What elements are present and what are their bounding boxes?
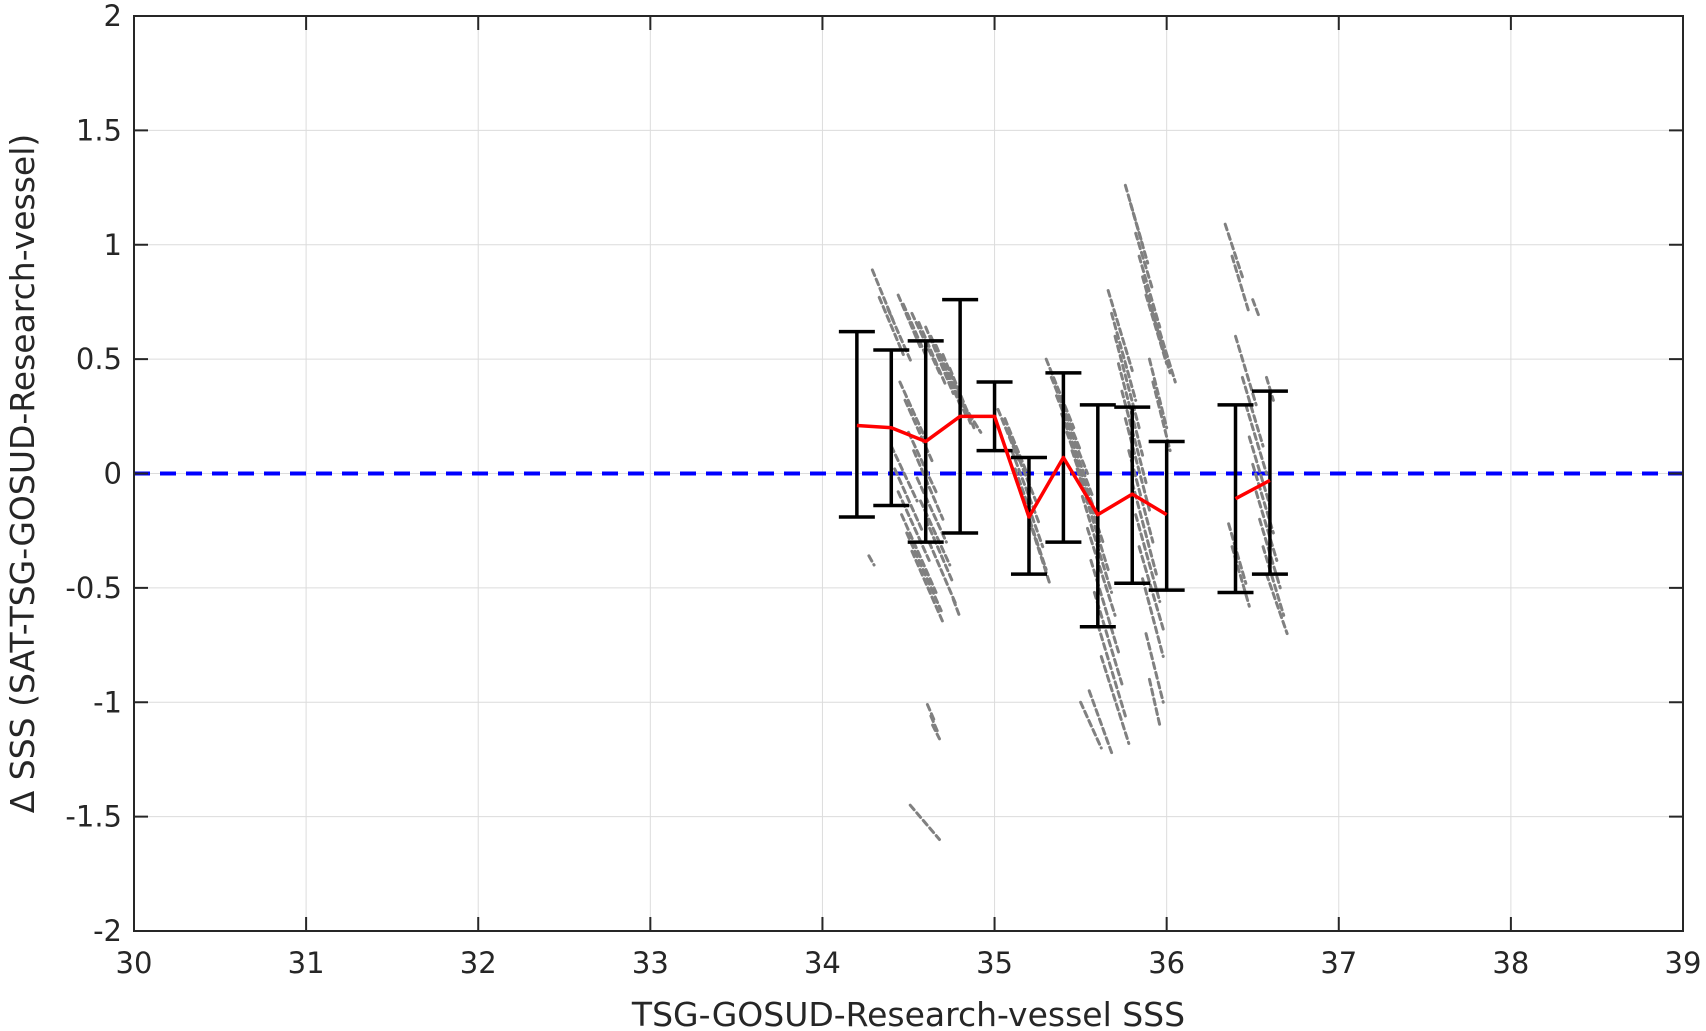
x-tick-label: 37 <box>1320 946 1357 980</box>
scatter-point <box>1247 435 1272 508</box>
scatter-point <box>1264 572 1289 636</box>
error-bar <box>1148 439 1185 592</box>
scatter-point <box>951 597 962 620</box>
error-bar <box>1251 389 1288 576</box>
scatter-point <box>1079 700 1103 750</box>
y-tick-label: 0.5 <box>76 342 122 376</box>
scatter-point <box>907 430 938 494</box>
scatter-point <box>931 723 941 741</box>
y-tick-label: 1.5 <box>76 113 122 147</box>
scatter-point <box>908 803 941 841</box>
scatter-point <box>1089 558 1120 654</box>
scatter-point <box>929 714 940 734</box>
scatter-point <box>1144 632 1165 704</box>
scatter-point <box>1254 490 1279 562</box>
y-tick-label: -0.5 <box>65 571 122 605</box>
scatter-point <box>1137 254 1162 329</box>
scatter-point <box>877 295 905 357</box>
x-tick-label: 35 <box>976 946 1013 980</box>
x-axis-label: TSG-GOSUD-Research-vessel SSS <box>631 995 1185 1031</box>
scatter-point <box>1113 334 1141 430</box>
ticks <box>133 15 1684 932</box>
scatter-series <box>867 183 1289 841</box>
scatter-point <box>867 554 876 567</box>
scatter-point <box>912 449 945 521</box>
scatter-point <box>1085 526 1117 617</box>
scatter-point <box>1006 430 1038 503</box>
scatter-point <box>1151 380 1172 453</box>
scatter-point <box>1234 334 1258 407</box>
scatter-point <box>924 517 955 585</box>
scatter-point <box>1099 655 1131 745</box>
y-tick-label: 2 <box>104 0 122 33</box>
mean-line-segment-2 <box>1234 478 1271 501</box>
x-tick-label: 34 <box>804 946 841 980</box>
scatter-point <box>910 549 945 624</box>
mean-line-group <box>856 414 1271 519</box>
scatter-point <box>893 467 924 533</box>
scatter-point <box>1151 311 1172 375</box>
scatter-point <box>1106 289 1134 373</box>
scatter-point <box>1003 417 1031 480</box>
y-axis-label: Δ SSS (SAT-TSG-GOSUD-Research-vessel) <box>3 134 42 814</box>
scatter-point <box>1141 577 1165 658</box>
scatter-point <box>1223 222 1244 279</box>
y-tick-label: 1 <box>104 228 122 262</box>
scatter-point <box>1264 375 1275 402</box>
x-tick-label: 31 <box>288 946 325 980</box>
x-tick-label: 33 <box>632 946 669 980</box>
scatter-point <box>1240 375 1265 448</box>
x-tick-label: 30 <box>116 946 153 980</box>
scatter-point <box>1087 689 1114 755</box>
error-bar <box>838 329 875 519</box>
scatter-point <box>903 398 935 464</box>
scatter-point <box>917 321 948 389</box>
scatter-point <box>900 513 938 594</box>
scatter-point <box>915 476 948 544</box>
scatter-point <box>886 307 914 366</box>
scatter-point <box>1134 513 1162 604</box>
x-tick-label: 39 <box>1665 946 1702 980</box>
scatter-point <box>1129 202 1150 265</box>
scatter-point <box>1044 357 1076 430</box>
x-tick-label: 36 <box>1148 946 1185 980</box>
y-tick-label: -1.5 <box>65 800 122 834</box>
scatter-point <box>1158 330 1177 384</box>
scatter-point <box>901 302 929 361</box>
y-tick-label: -1 <box>93 685 122 719</box>
scatter-point <box>1049 375 1083 453</box>
scatter-point <box>927 540 959 608</box>
x-tick-labels: 30 31 32 33 34 35 36 37 38 39 <box>116 946 1702 980</box>
scatter-point <box>1010 449 1041 526</box>
y-tick-label: 0 <box>104 457 122 491</box>
y-tick-labels: 2 1.5 1 0.5 0 -0.5 -1 -1.5 -2 <box>65 0 122 948</box>
scatter-point <box>1244 403 1268 475</box>
scatter-point <box>1096 622 1127 718</box>
mean-line <box>856 414 1168 519</box>
scatter-point <box>1230 254 1251 315</box>
scatter-point <box>896 490 931 562</box>
scatter-point <box>905 531 943 613</box>
scatter-point <box>962 403 983 434</box>
scatter-point <box>1147 357 1169 430</box>
scatter-point <box>889 444 919 503</box>
x-tick-label: 32 <box>460 946 497 980</box>
scatter-point <box>1137 545 1165 631</box>
scatter-point <box>1134 231 1155 292</box>
scatter-point <box>1110 311 1138 402</box>
scatter-point <box>1123 417 1151 512</box>
scatter-point <box>1147 677 1162 727</box>
scatter-point <box>1075 467 1110 572</box>
scatter-point <box>1060 412 1095 498</box>
x-tick-label: 38 <box>1492 946 1529 980</box>
y-tick-label: -2 <box>93 914 122 948</box>
scatter-point <box>898 380 928 441</box>
scatter-point <box>1261 545 1286 617</box>
scatter-point <box>1251 298 1262 320</box>
